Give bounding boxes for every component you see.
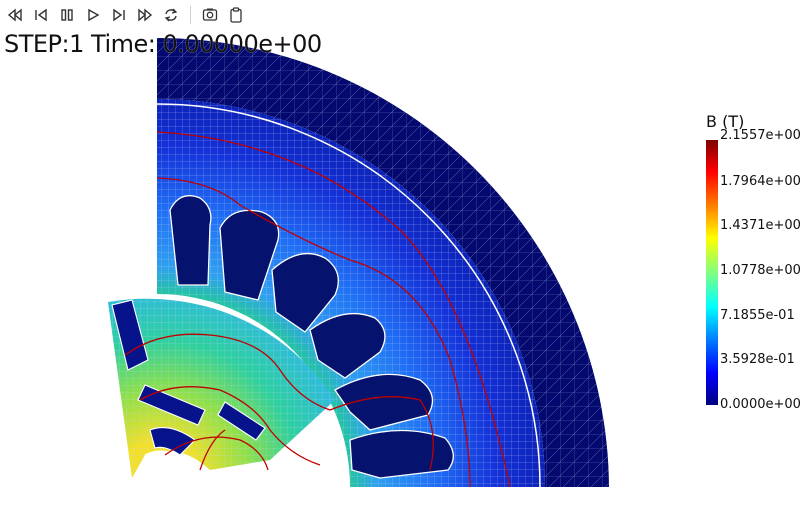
loop-icon xyxy=(164,8,178,22)
clipboard-button[interactable] xyxy=(225,4,247,26)
loop-button[interactable] xyxy=(160,4,182,26)
colorbar-label: 7.1855e-01 xyxy=(720,308,795,323)
last-frame-button[interactable] xyxy=(134,4,156,26)
colorbar-title: B (T) xyxy=(706,112,745,131)
colorbar-label: 1.0778e+00 xyxy=(720,263,801,278)
colorbar-label-min: 0.0000e+00 xyxy=(720,397,801,412)
step-time-label: STEP:1 Time: 0.00000e+00 xyxy=(4,30,322,58)
field-lines xyxy=(124,131,511,488)
air-mesh xyxy=(157,38,609,487)
screenshot-button[interactable] xyxy=(199,4,221,26)
next-frame-icon xyxy=(113,8,125,22)
stator-outer-boundary xyxy=(156,103,541,488)
pause-icon xyxy=(61,9,73,21)
last-frame-icon xyxy=(138,8,153,22)
colorbar-label: 3.5928e-01 xyxy=(720,352,795,367)
stator-mesh xyxy=(157,99,545,487)
colorbar-label: 1.7964e+00 xyxy=(720,174,801,189)
pause-button[interactable] xyxy=(56,4,78,26)
stator-slots xyxy=(169,195,454,479)
toolbar-separator xyxy=(190,6,191,24)
first-frame-button[interactable] xyxy=(4,4,26,26)
previous-frame-icon xyxy=(35,8,47,22)
colorbar-gradient xyxy=(706,140,718,405)
rotor-magnets xyxy=(111,299,266,456)
shaft-cutout xyxy=(144,450,191,471)
next-frame-button[interactable] xyxy=(108,4,130,26)
colorbar-label: 1.4371e+00 xyxy=(720,218,801,233)
animation-toolbar xyxy=(4,4,247,26)
first-frame-icon xyxy=(7,8,22,22)
play-button[interactable] xyxy=(82,4,104,26)
colorbar-label-max: 2.1557e+00 xyxy=(720,128,801,143)
screenshot-icon xyxy=(202,8,218,21)
clipboard-icon xyxy=(230,7,242,23)
previous-frame-button[interactable] xyxy=(30,4,52,26)
play-icon xyxy=(88,8,100,22)
